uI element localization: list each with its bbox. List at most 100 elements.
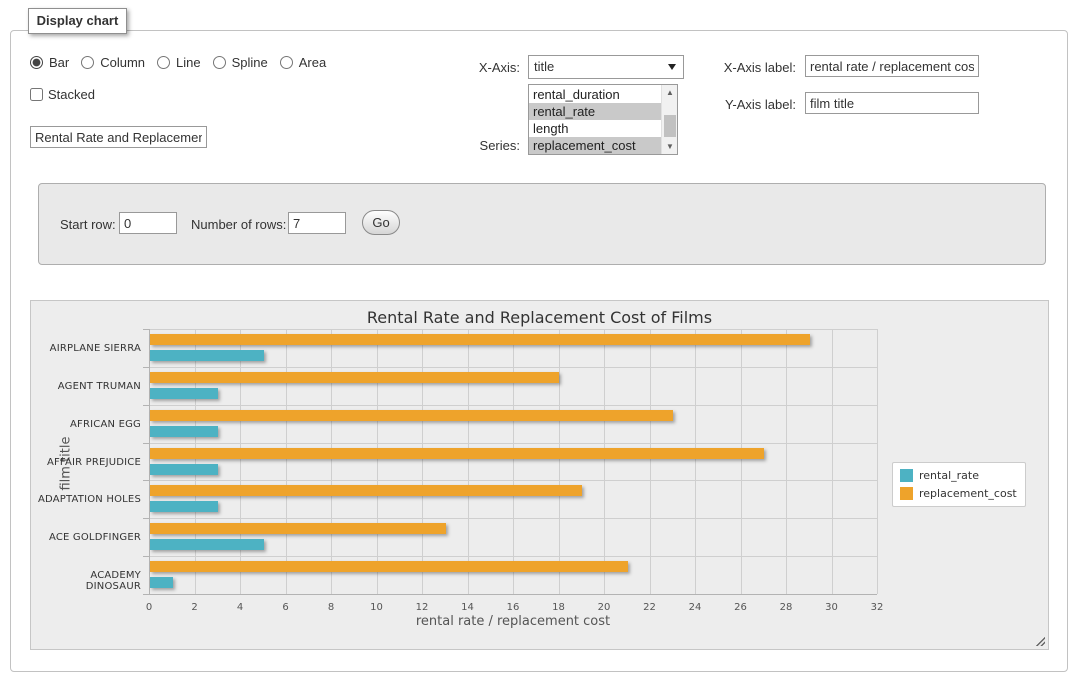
y-axis-label-input[interactable] bbox=[805, 92, 979, 114]
gridline bbox=[149, 480, 877, 481]
chart-type-radio-column[interactable] bbox=[81, 56, 94, 69]
gridline bbox=[331, 329, 332, 594]
chart-type-radio-group: BarColumnLineSplineArea bbox=[30, 55, 332, 70]
series-select-label: Series: bbox=[445, 138, 520, 153]
gridline bbox=[195, 329, 196, 594]
bar-replacement_cost[interactable] bbox=[150, 410, 673, 421]
bar-replacement_cost[interactable] bbox=[150, 561, 628, 572]
gridline bbox=[422, 329, 423, 594]
category-label: AFRICAN EGG bbox=[35, 419, 141, 430]
x-tick-label: 8 bbox=[316, 602, 346, 613]
number-of-rows-input[interactable] bbox=[288, 212, 346, 234]
scrollbar-thumb[interactable] bbox=[664, 115, 676, 137]
bar-rental_rate[interactable] bbox=[150, 350, 264, 361]
start-row-input[interactable] bbox=[119, 212, 177, 234]
category-label: ADAPTATION HOLES bbox=[35, 494, 141, 505]
row-controls-panel bbox=[38, 183, 1046, 265]
x-axis-select-label: X-Axis: bbox=[445, 60, 520, 75]
chart-type-radio-label: Column bbox=[100, 55, 145, 70]
bar-rental_rate[interactable] bbox=[150, 464, 218, 475]
x-tick-label: 2 bbox=[180, 602, 210, 613]
stacked-checkbox[interactable] bbox=[30, 88, 43, 101]
x-tick-label: 20 bbox=[589, 602, 619, 613]
x-axis-selected-value: title bbox=[534, 59, 554, 74]
x-tick-label: 14 bbox=[453, 602, 483, 613]
series-listbox[interactable]: rental_durationrental_ratelengthreplacem… bbox=[528, 84, 678, 155]
bar-replacement_cost[interactable] bbox=[150, 372, 559, 383]
category-label: AIRPLANE SIERRA bbox=[35, 343, 141, 354]
fieldset-legend: Display chart bbox=[28, 8, 127, 34]
x-tick-label: 10 bbox=[362, 602, 392, 613]
gridline bbox=[877, 329, 878, 594]
x-tick-label: 6 bbox=[271, 602, 301, 613]
stacked-label: Stacked bbox=[48, 87, 95, 102]
x-axis-label-label: X-Axis label: bbox=[710, 60, 796, 75]
listbox-scrollbar[interactable]: ▲ ▼ bbox=[661, 85, 677, 154]
bar-replacement_cost[interactable] bbox=[150, 334, 810, 345]
gridline bbox=[149, 443, 877, 444]
chart-x-axis-title: rental rate / replacement cost bbox=[149, 614, 877, 629]
gridline bbox=[559, 329, 560, 594]
x-tick-label: 18 bbox=[544, 602, 574, 613]
gridline bbox=[695, 329, 696, 594]
chart-title: Rental Rate and Replacement Cost of Film… bbox=[31, 308, 1048, 327]
series-option-length[interactable]: length bbox=[529, 120, 661, 137]
gridline bbox=[513, 329, 514, 594]
x-tick-label: 0 bbox=[134, 602, 164, 613]
gridline bbox=[832, 329, 833, 594]
legend-item-rental_rate[interactable]: rental_rate bbox=[900, 469, 1017, 482]
scroll-up-icon[interactable]: ▲ bbox=[662, 85, 678, 100]
x-tick-label: 22 bbox=[635, 602, 665, 613]
chart-type-radio-label: Spline bbox=[232, 55, 268, 70]
bar-rental_rate[interactable] bbox=[150, 388, 218, 399]
x-tick-label: 26 bbox=[726, 602, 756, 613]
gridline bbox=[149, 556, 877, 557]
gridline bbox=[468, 329, 469, 594]
category-label: ACADEMY DINOSAUR bbox=[35, 570, 141, 592]
go-button[interactable]: Go bbox=[362, 210, 400, 235]
x-axis-label-input[interactable] bbox=[805, 55, 979, 77]
series-option-replacement_cost[interactable]: replacement_cost bbox=[529, 137, 661, 154]
chart-type-radio-line[interactable] bbox=[157, 56, 170, 69]
chart-title-input[interactable] bbox=[30, 126, 207, 148]
scroll-down-icon[interactable]: ▼ bbox=[662, 139, 678, 154]
chart-type-radio-bar[interactable] bbox=[30, 56, 43, 69]
gridline bbox=[604, 329, 605, 594]
chart-type-radio-label: Line bbox=[176, 55, 201, 70]
x-tick-label: 16 bbox=[498, 602, 528, 613]
series-option-rental_rate[interactable]: rental_rate bbox=[529, 103, 661, 120]
x-tick-label: 24 bbox=[680, 602, 710, 613]
x-axis-line bbox=[149, 594, 877, 595]
gridline bbox=[377, 329, 378, 594]
bar-rental_rate[interactable] bbox=[150, 426, 218, 437]
gridline bbox=[741, 329, 742, 594]
bar-rental_rate[interactable] bbox=[150, 539, 264, 550]
x-axis-select[interactable]: title bbox=[528, 55, 684, 79]
chart-resize-handle[interactable] bbox=[1034, 635, 1045, 646]
legend-label: replacement_cost bbox=[919, 487, 1017, 500]
stacked-checkbox-row: Stacked bbox=[30, 87, 95, 102]
legend-swatch-icon bbox=[900, 469, 913, 482]
gridline bbox=[786, 329, 787, 594]
x-tick-label: 12 bbox=[407, 602, 437, 613]
chart-legend: rental_rate replacement_cost bbox=[892, 462, 1026, 507]
gridline bbox=[149, 405, 877, 406]
chart-type-radio-spline[interactable] bbox=[213, 56, 226, 69]
chart-type-radio-label: Area bbox=[299, 55, 326, 70]
number-of-rows-label: Number of rows: bbox=[191, 217, 286, 232]
x-tick-label: 32 bbox=[862, 602, 892, 613]
bar-replacement_cost[interactable] bbox=[150, 485, 582, 496]
chevron-down-icon bbox=[668, 64, 676, 70]
chart-type-radio-area[interactable] bbox=[280, 56, 293, 69]
legend-item-replacement_cost[interactable]: replacement_cost bbox=[900, 487, 1017, 500]
gridline bbox=[240, 329, 241, 594]
bar-rental_rate[interactable] bbox=[150, 577, 173, 588]
gridline bbox=[149, 518, 877, 519]
legend-label: rental_rate bbox=[919, 469, 979, 482]
gridline bbox=[650, 329, 651, 594]
bar-replacement_cost[interactable] bbox=[150, 523, 446, 534]
x-tick-label: 4 bbox=[225, 602, 255, 613]
bar-rental_rate[interactable] bbox=[150, 501, 218, 512]
bar-replacement_cost[interactable] bbox=[150, 448, 764, 459]
series-option-rental_duration[interactable]: rental_duration bbox=[529, 86, 661, 103]
